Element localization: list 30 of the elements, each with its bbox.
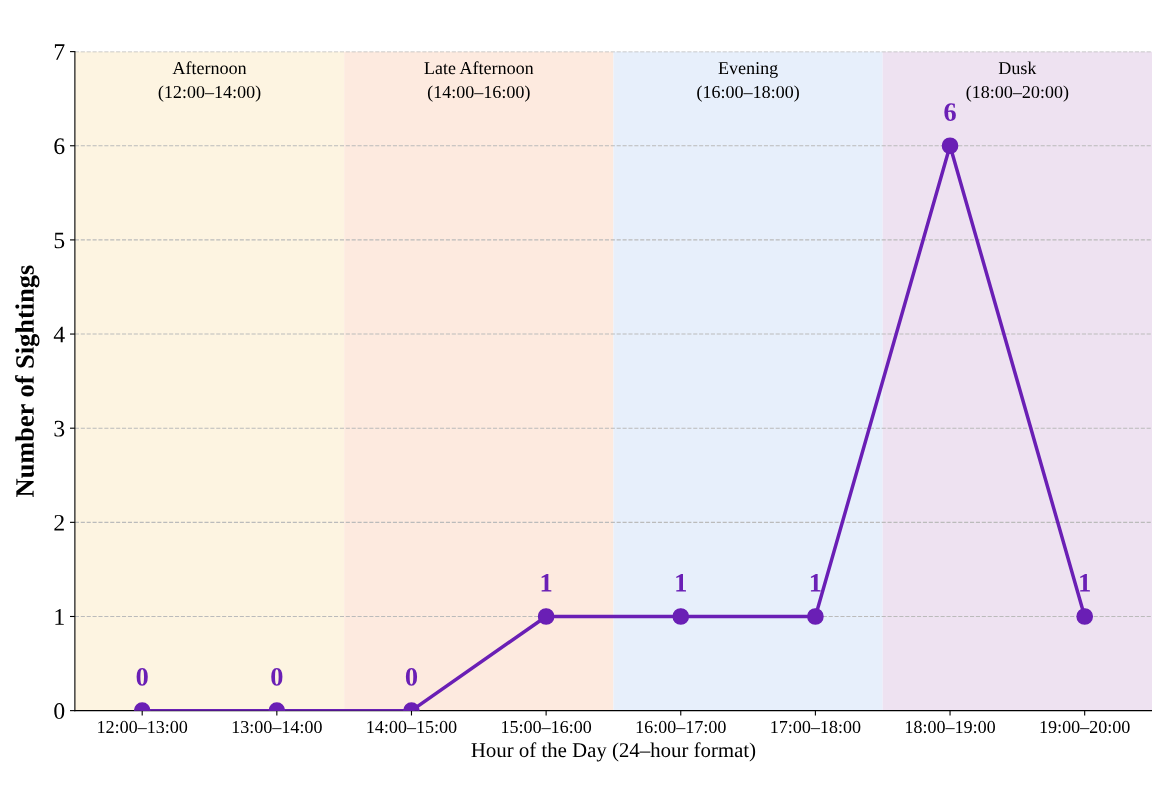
- x-tick-label: 16:00–17:00: [636, 720, 726, 734]
- x-tick-label: 17:00–18:00: [771, 720, 861, 734]
- x-tick-label: 14:00–15:00: [367, 720, 457, 734]
- y-axis-title: Number of Sightings: [15, 265, 40, 497]
- data-label: 0: [136, 668, 148, 686]
- y-tick-label: 4: [53, 326, 65, 343]
- data-label: 1: [541, 574, 552, 592]
- data-label: 1: [676, 574, 686, 592]
- y-tick-label: 7: [54, 44, 65, 60]
- data-label: 1: [810, 574, 821, 592]
- y-tick-label: 0: [54, 703, 65, 720]
- y-tick-label: 3: [54, 420, 65, 437]
- data-label: 1: [1080, 574, 1090, 592]
- x-tick-label: 18:00–19:00: [905, 720, 995, 734]
- x-axis-title: Hour of the Day (24–hour format): [471, 742, 756, 762]
- x-tick-label: 12:00–13:00: [98, 720, 188, 734]
- x-tick-label: 13:00–14:00: [232, 720, 322, 734]
- band-label: Dusk (18:00–20:00): [966, 61, 1069, 102]
- data-label: 0: [405, 668, 418, 686]
- data-label: 0: [271, 668, 283, 686]
- y-tick-label: 2: [54, 514, 64, 531]
- band-label: Afternoon (12:00–14:00): [158, 61, 261, 102]
- x-tick-label: 15:00–16:00: [502, 720, 592, 734]
- y-tick-label: 5: [54, 232, 65, 249]
- y-tick-label: 1: [55, 609, 64, 625]
- x-tick-label: 19:00–20:00: [1040, 720, 1130, 734]
- band-label: Evening (16:00–18:00): [697, 62, 799, 102]
- band-label: Late Afternoon (14:00–16:00): [424, 61, 534, 102]
- data-label: 6: [944, 103, 956, 121]
- y-tick-label: 6: [54, 138, 65, 155]
